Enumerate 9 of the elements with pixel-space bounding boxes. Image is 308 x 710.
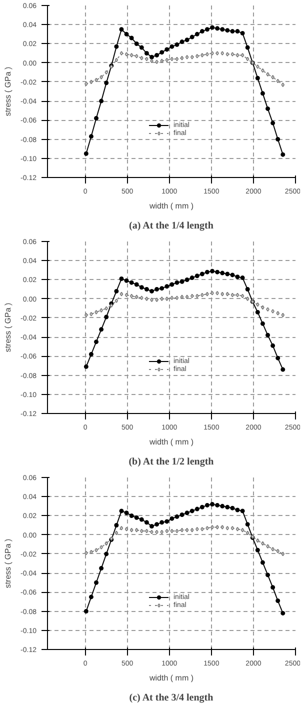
y-axis-title: stress ( GPa ) xyxy=(4,538,13,588)
text: (a) At the 1/4 length xyxy=(129,220,214,232)
text: (c) At the 3/4 length xyxy=(129,692,214,704)
x-axis-title: width ( mm ) xyxy=(148,674,194,682)
x-axis-title: width ( mm ) xyxy=(148,202,194,210)
text: (b) At the 1/2 length xyxy=(128,456,214,468)
x-axis-title: width ( mm ) xyxy=(148,438,194,446)
y-axis-title: stress ( GPa ) xyxy=(4,66,13,116)
y-axis-title: stress ( GPa ) xyxy=(4,302,13,352)
